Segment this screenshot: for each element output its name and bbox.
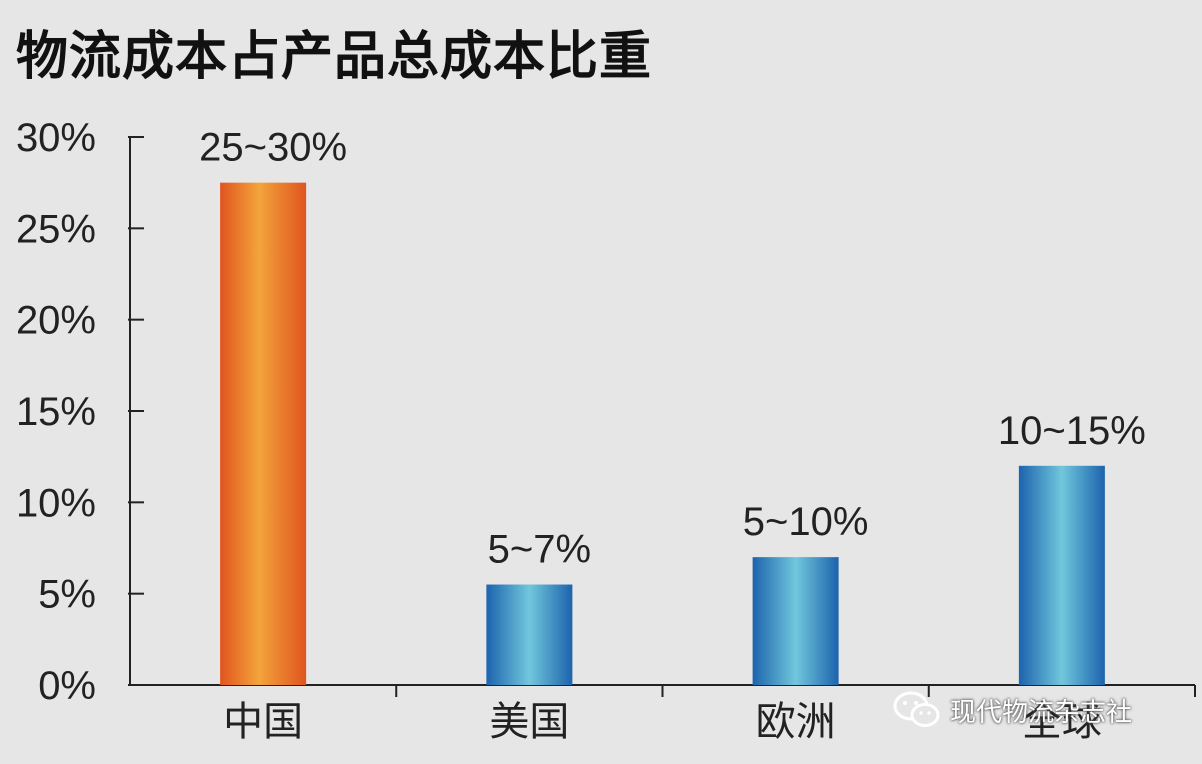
category-label: 美国	[489, 699, 569, 745]
wechat-icon	[893, 691, 940, 727]
bar-2	[752, 557, 839, 685]
labels: 0% 5% 10% 15% 20% 25% 30% 25~30% 中国 5~7% 美国 5~10% 欧洲…	[16, 116, 1146, 745]
category-label: 全球	[1022, 699, 1102, 745]
y-tick-label: 0%	[38, 664, 96, 708]
bar-3	[1018, 465, 1105, 685]
data-label: 25~30%	[199, 126, 347, 170]
data-label: 5~7%	[488, 528, 591, 572]
bar-1	[486, 584, 573, 685]
y-tick-label: 15%	[16, 390, 96, 434]
chart-title: 物流成本占产品总成本比重	[16, 27, 653, 87]
axes	[128, 136, 1196, 697]
y-tick-label: 20%	[16, 299, 96, 343]
y-tick-label: 5%	[38, 573, 96, 617]
bars	[220, 182, 1105, 685]
watermark: 现代物流杂志社	[892, 690, 1132, 730]
category-label: 欧洲	[756, 699, 836, 745]
data-label: 5~10%	[743, 500, 869, 544]
y-tick-label: 10%	[16, 481, 96, 525]
watermark-text: 现代物流杂志社	[950, 697, 1133, 728]
data-label: 10~15%	[998, 409, 1146, 453]
category-label: 中国	[223, 699, 303, 745]
y-tick-label: 30%	[16, 116, 96, 160]
bar-0	[220, 182, 307, 685]
y-tick-label: 25%	[16, 207, 96, 251]
